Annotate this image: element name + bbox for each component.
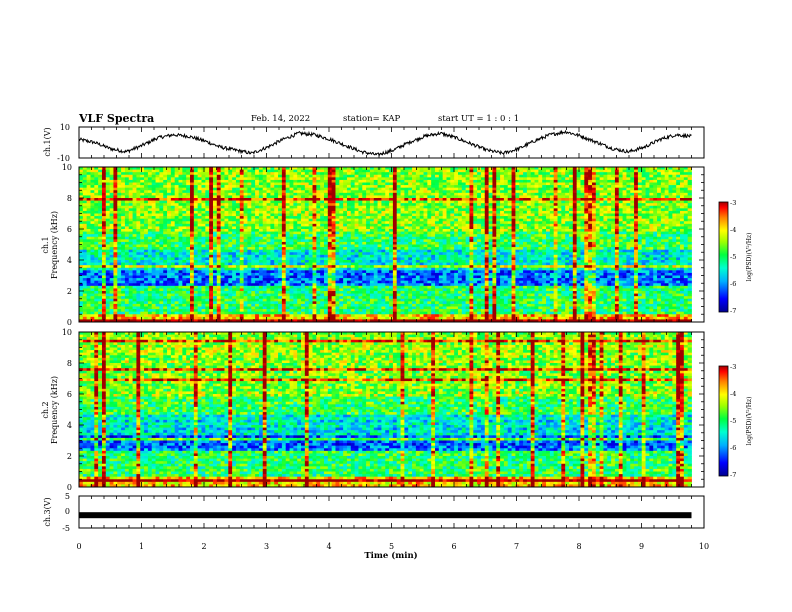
ch3-waveform-panel: 5 0 -5 ch.3(V) 0 1 2 3 4 5 6 7 8 9 10 Time (min)	[43, 492, 709, 561]
ch1-spectrogram-heatmap	[79, 167, 692, 322]
time-tick-4: 4	[326, 542, 331, 551]
time-axis-label: Time (min)	[364, 550, 417, 561]
ch1-cbar-tick--4: -4	[730, 226, 736, 234]
ch3-ytick-5: 5	[65, 492, 70, 501]
ch2-spec-ylabel-line2: Frequency (kHz)	[50, 376, 59, 444]
ch1-cbar-tick--7: -7	[730, 307, 736, 315]
ch2-spectrogram-heatmap	[79, 332, 692, 487]
time-axis-tick-labels: 0 1 2 3 4 5 6 7 8 9 10	[76, 542, 709, 551]
ch2-colorbar-label: log(PSD)(V²/Hz)	[746, 397, 753, 446]
time-tick-10: 10	[699, 542, 709, 551]
ch2-spectrogram-panel: 0 2 4 6 8 10 ch.2 Frequency (kHz) -3 -4 …	[41, 328, 753, 492]
ch1-freq-tick-4: 4	[67, 256, 72, 265]
ch1-freq-tick-0: 0	[67, 318, 72, 327]
ch1-freq-tick-2: 2	[67, 287, 72, 296]
ch1-waveform-panel: 10 -10 ch.1(V)	[43, 123, 704, 163]
ch1-cbar-tick--5: -5	[730, 253, 736, 261]
ch1-cbar-tick--3: -3	[730, 199, 736, 207]
time-tick-8: 8	[576, 542, 581, 551]
ch1-freq-tick-6: 6	[67, 225, 72, 234]
ch2-freq-tick-2: 2	[67, 452, 72, 461]
ch1-freq-tick-10: 10	[62, 163, 72, 172]
ch1-spec-ylabel-line1: ch.1	[41, 236, 50, 253]
ch2-cbar-tick--4: -4	[730, 390, 736, 398]
ch2-spec-ylabel-line1: ch.2	[41, 401, 50, 418]
ch1-colorbar	[719, 202, 728, 312]
time-tick-3: 3	[264, 542, 269, 551]
ch1-freq-tick-8: 8	[67, 194, 72, 203]
ch1-ytick-bottom: -10	[57, 154, 70, 163]
time-tick-7: 7	[514, 542, 519, 551]
ch3-ytick--5: -5	[62, 524, 70, 533]
time-tick-5: 5	[389, 542, 394, 551]
vlf-figure: VLF Spectra Feb. 14, 2022 station= KAP s…	[0, 0, 792, 612]
ch1-ytick-top: 10	[60, 123, 70, 132]
time-tick-6: 6	[451, 542, 456, 551]
time-tick-0: 0	[76, 542, 81, 551]
ch2-cbar-tick--3: -3	[730, 363, 736, 371]
ch3-waveform-ylabel: ch.3(V)	[43, 497, 52, 526]
ch1-colorbar-label: log(PSD)(V²/Hz)	[746, 233, 753, 282]
ch2-freq-tick-6: 6	[67, 390, 72, 399]
ch2-cbar-tick--5: -5	[730, 417, 736, 425]
ch1-spectrogram-panel: 0 2 4 6 8 10 ch.1 Frequency (kHz) -3 -4 …	[41, 163, 753, 327]
ch1-spec-ylabel-line2: Frequency (kHz)	[50, 211, 59, 279]
time-tick-1: 1	[139, 542, 144, 551]
ch1-waveform-ylabel: ch.1(V)	[43, 127, 52, 156]
ch2-cbar-tick--6: -6	[730, 444, 736, 452]
ch2-freq-tick-4: 4	[67, 421, 72, 430]
ch2-freq-tick-10: 10	[62, 328, 72, 337]
ch1-cbar-tick--6: -6	[730, 280, 736, 288]
time-tick-9: 9	[639, 542, 644, 551]
ch2-freq-tick-0: 0	[67, 483, 72, 492]
ch3-waveform-line	[79, 512, 692, 518]
ch2-cbar-tick--7: -7	[730, 471, 736, 479]
ch2-colorbar	[719, 366, 728, 476]
time-tick-2: 2	[201, 542, 206, 551]
ch3-ytick-0: 0	[65, 507, 70, 516]
figure-canvas: 10 -10 ch.1(V) 0 2 4 6 8 10 ch.1 Frequen…	[0, 0, 792, 612]
ch2-freq-tick-8: 8	[67, 359, 72, 368]
